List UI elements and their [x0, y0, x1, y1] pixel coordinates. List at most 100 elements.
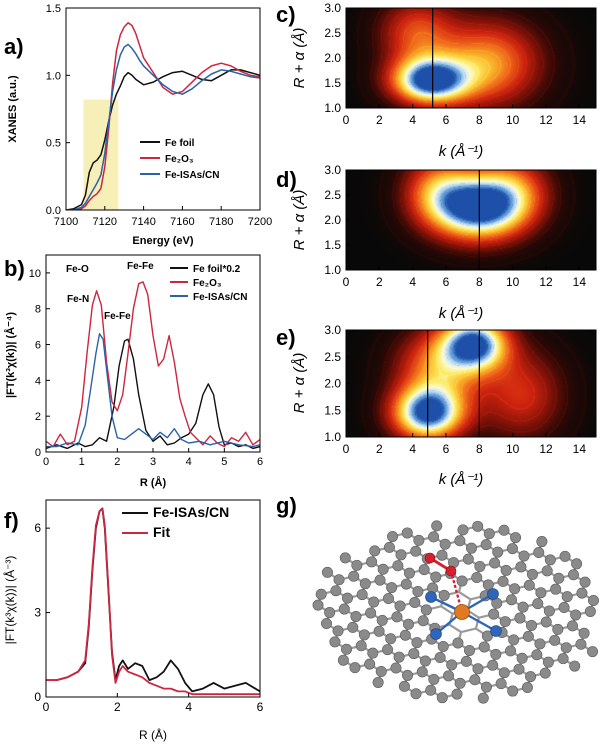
carbon-atom	[400, 578, 412, 590]
carbon-atom	[402, 669, 414, 681]
carbon-atom	[454, 535, 466, 547]
panel-b-ytick-label: 8	[35, 304, 41, 316]
panel-e-xtick-label: 8	[476, 442, 483, 456]
carbon-atom	[509, 583, 521, 595]
carbon-atom	[437, 641, 449, 653]
graphene-bond	[474, 617, 480, 629]
carbon-atom	[544, 554, 556, 566]
panel-a-legend-label: Fe-ISAs/CN	[165, 170, 219, 181]
panel-c-xtick-label: 4	[409, 113, 416, 127]
panel-b-annotation-fe-n: Fe-N	[67, 294, 89, 305]
panel-b-xtick-label: 4	[186, 456, 192, 468]
carbon-atom	[571, 558, 583, 570]
panel-label-c: c)	[276, 2, 296, 27]
carbon-atom	[550, 583, 562, 595]
carbon-atom	[567, 620, 579, 632]
carbon-atom	[350, 610, 362, 622]
carbon-atom	[367, 647, 379, 659]
carbon-atom	[500, 564, 512, 576]
panel-c-xtick-label: 0	[343, 113, 350, 127]
graphene-bond	[448, 623, 462, 634]
panel-a-ytick-label: 0.0	[46, 205, 61, 217]
carbon-atom	[338, 603, 350, 615]
carbon-atom	[532, 598, 544, 610]
carbon-atom	[324, 607, 336, 619]
carbon-atom	[481, 630, 493, 642]
panel-c-wavelet-heatmap: 0 2 4 6 8 10 12 14 1.0 1.5 2.0 2.5 3.0 k (Å⁻¹) R + α…	[291, 1, 597, 160]
panel-e-ytick-label: 1.0	[324, 430, 341, 444]
panel-f-fit-chart: 0 2 4 6 0 3 6 R (Å) |FT(k³χ(k))| (Å⁻³) Fe-ISAs…	[2, 499, 264, 742]
panel-b-ytick-label: 6	[35, 340, 41, 352]
carbon-atom	[358, 629, 370, 641]
carbon-atom	[368, 596, 380, 608]
panel-a-xlabel: Energy (eV)	[132, 235, 193, 247]
nitrogen-atom	[487, 588, 499, 600]
carbon-atom	[434, 651, 446, 663]
carbon-atom	[483, 528, 495, 540]
carbon-atom	[392, 560, 404, 572]
graphene-bond	[440, 605, 454, 615]
carbon-atom	[575, 638, 587, 650]
carbon-atom	[505, 645, 517, 657]
carbon-atom	[382, 644, 394, 656]
carbon-atom	[487, 659, 499, 671]
panel-c-heatmap-image	[346, 8, 596, 108]
panel-b-series-2	[46, 333, 260, 448]
carbon-atom	[428, 673, 440, 685]
carbon-atom	[553, 572, 565, 584]
panel-f-series-1	[46, 507, 260, 696]
panel-e-xtick-label: 2	[376, 442, 383, 456]
carbon-atom	[403, 618, 415, 630]
carbon-atom	[365, 607, 377, 619]
panel-b-xtick-label: 2	[114, 456, 120, 468]
panel-a-legend: Fe foil Fe₂O₃ Fe-ISAs/CN	[140, 138, 219, 181]
carbon-atom	[436, 692, 448, 704]
panel-e-ytick-label: 2.0	[324, 377, 341, 391]
panel-c-xtick-label: 6	[443, 113, 450, 127]
carbon-atom	[394, 600, 406, 612]
carbon-atom	[498, 524, 510, 536]
nitrogen-atom	[490, 625, 502, 637]
panel-d-ytick-label: 2.5	[324, 188, 341, 202]
carbon-atom	[312, 599, 324, 611]
panel-e-ytick-label: 3.0	[324, 323, 341, 337]
panel-b-ytick-label: 0	[35, 447, 41, 459]
carbon-atom	[472, 663, 484, 675]
panel-b-ytick-label: 4	[35, 375, 41, 387]
panel-d-xtick-label: 12	[539, 275, 553, 289]
panel-a-ylabel: XANES (a.u.)	[7, 75, 19, 143]
carbon-atom	[374, 574, 386, 586]
panel-e-xtick-label: 6	[443, 442, 450, 456]
carbon-atom	[366, 556, 378, 568]
panel-f-legend: Fe-ISAs/CN Fit	[122, 504, 229, 540]
carbon-atom	[430, 571, 442, 583]
carbon-atom	[490, 648, 502, 660]
panel-c-xlabel: k (Å⁻¹)	[439, 143, 484, 160]
panel-a-ytick-label: 1.0	[46, 70, 61, 82]
carbon-atom	[540, 616, 552, 628]
carbon-atom	[416, 666, 428, 678]
carbon-atom	[390, 662, 402, 674]
carbon-atom	[349, 662, 361, 674]
carbon-atom	[557, 653, 569, 665]
panel-b-series-0	[46, 338, 260, 450]
carbon-atom	[533, 546, 545, 558]
carbon-atom	[351, 559, 363, 571]
panel-a-xtick-label: 7120	[93, 216, 117, 228]
panel-f-xlabel: R (Å)	[139, 727, 167, 742]
oxygen-atom	[445, 565, 457, 577]
carbon-atom	[542, 656, 554, 668]
panel-b-annotation-fe-o: Fe-O	[66, 264, 89, 275]
panel-e-heatmap-image	[346, 330, 596, 437]
carbon-atom	[497, 575, 509, 587]
carbon-atom	[347, 621, 359, 633]
carbon-atom	[385, 633, 397, 645]
panel-c-ytick-label: 3.0	[324, 1, 341, 15]
panel-d-xtick-label: 6	[443, 275, 450, 289]
carbon-atom	[472, 520, 484, 532]
carbon-atom	[552, 623, 564, 635]
carbon-atom	[464, 644, 476, 656]
panel-c-xtick-label: 10	[506, 113, 520, 127]
panel-f-legend-label: Fit	[153, 524, 170, 540]
